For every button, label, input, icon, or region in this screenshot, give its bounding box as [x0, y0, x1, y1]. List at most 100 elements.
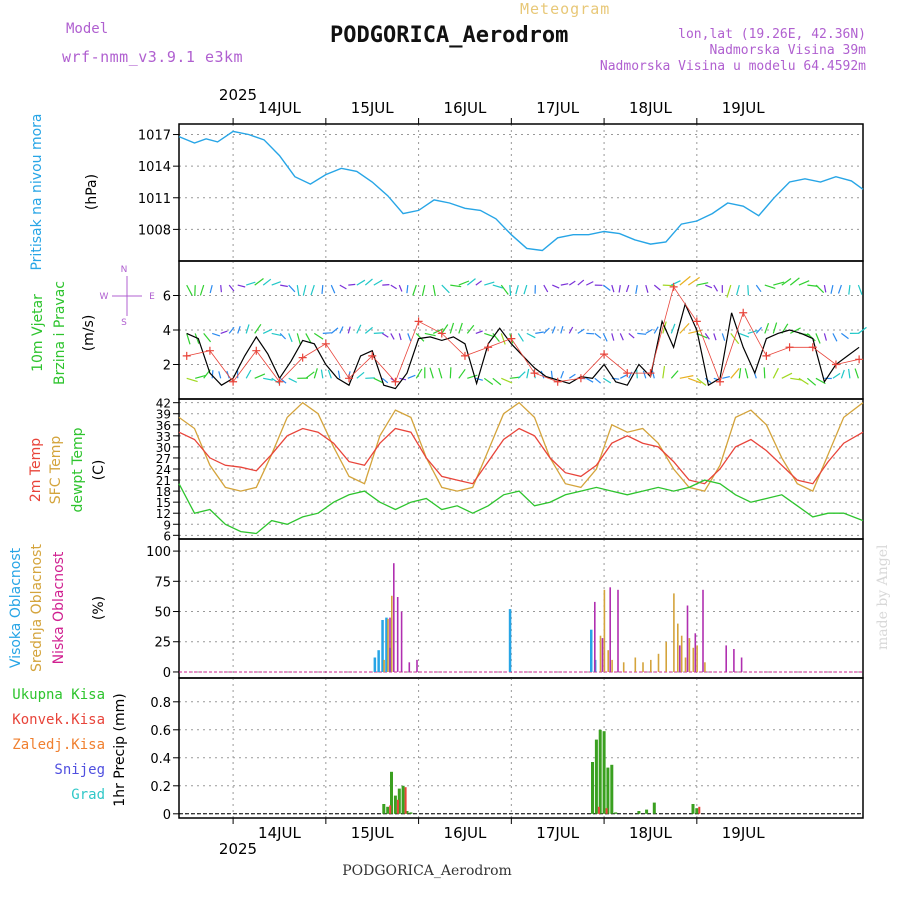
wind-arrow [739, 332, 750, 338]
wind-arrow [364, 278, 373, 286]
wind-arrow [645, 284, 649, 293]
wind-arrow [671, 280, 681, 286]
wind-arrow [492, 333, 500, 342]
wind-arrow [313, 368, 318, 379]
cloud-bar-niska-oblacnost [396, 597, 399, 672]
wind-gust-marker [716, 377, 725, 386]
wind-arrow [586, 281, 594, 286]
cloud-bar-niska-oblacnost [400, 611, 403, 672]
wind-arrow [832, 372, 841, 379]
wind-arrow [467, 374, 478, 379]
wind-arrow [466, 324, 475, 334]
wind-arrow [348, 283, 356, 286]
wind-gust-marker [321, 339, 330, 348]
wind-arrow [815, 377, 826, 385]
cloud-bar-srednja-oblacnost [391, 595, 393, 672]
pressure-unit: (hPa) [84, 174, 100, 210]
wind-gust-marker [623, 369, 632, 378]
precip-bar-total [386, 806, 390, 814]
cloud-bar-srednja-oblacnost [650, 659, 652, 672]
wind-arrow [347, 326, 351, 334]
cloud-bar-srednja-oblacnost [387, 618, 389, 672]
y-tick-label: 39 [156, 408, 171, 422]
wind-arrow [704, 377, 712, 384]
station-title: PODGORICA_Aerodrom [330, 23, 568, 48]
wind-arrow [271, 377, 281, 385]
elevation-label: Nadmorska Visina 39m [709, 43, 866, 58]
cloud-bar-srednja-oblacnost [657, 653, 660, 672]
wind-arrow [837, 284, 842, 294]
wind-arrow [832, 333, 838, 342]
y-tick-label: 0.4 [150, 752, 171, 767]
y-tick-label: 50 [154, 606, 171, 621]
precip-bar-total [382, 804, 386, 814]
wind-arrow [781, 372, 793, 379]
panel-frame [178, 677, 864, 819]
wind-arrow [339, 326, 344, 334]
wind-gust-marker [739, 308, 748, 317]
wind-arrow [450, 284, 462, 288]
wind-gust-marker [831, 360, 840, 369]
day-label-top: 14JUL [258, 99, 301, 117]
cloud-bar-niska-oblacnost [740, 657, 743, 672]
wind-arrow [500, 333, 506, 345]
wind-arrow [475, 280, 482, 286]
temp-unit: (C) [91, 460, 107, 481]
wind-arrow [577, 279, 585, 286]
wind-gust-marker [576, 374, 585, 383]
precip-unit: 1hr Precip (mm) [112, 693, 128, 806]
wind-arrow [635, 284, 638, 294]
wind-arrow [848, 368, 851, 379]
wind-arrow [807, 377, 817, 386]
wind-arrow [586, 377, 594, 383]
wind-arrow [688, 329, 702, 334]
y-tick-label: 33 [156, 430, 171, 444]
wind-arrow [764, 322, 770, 334]
wind-arrow [321, 285, 324, 294]
wind-gust-line [186, 285, 860, 383]
wind-arrow [449, 322, 455, 334]
precip-bar-total [591, 762, 594, 814]
temp-ylabel-sfc: SFC Temp [48, 436, 64, 505]
wind-gust-marker [368, 351, 377, 360]
day-label-bottom: 14JUL [258, 824, 301, 842]
wind-arrow [356, 279, 366, 286]
wind-arrow [237, 326, 241, 334]
y-tick-label: 30 [156, 441, 171, 455]
wind-arrow [688, 377, 702, 384]
wind-arrow [611, 284, 615, 293]
wind-arrow [602, 333, 608, 342]
wind-arrow [515, 284, 519, 295]
wind-arrow [628, 332, 635, 339]
wind-arrow [245, 369, 252, 379]
wind-arrow [790, 327, 801, 334]
wind-arrow [254, 278, 264, 286]
wind-arrow [789, 277, 800, 286]
wind-arrow [195, 374, 206, 379]
wind-arrow [429, 367, 434, 379]
wind-arrow [763, 367, 766, 379]
wind-arrow [356, 324, 362, 334]
wind-arrow [551, 326, 556, 334]
precip-legend-hail: Grad [71, 787, 105, 803]
y-tick-label: 6 [163, 529, 171, 543]
precip-bar-total [695, 808, 699, 814]
credit-watermark: made by Angel [875, 544, 891, 650]
compass-west: W [100, 292, 109, 302]
wind-arrow [823, 284, 827, 293]
wind-arrow [212, 332, 221, 337]
precip-bar-total [409, 812, 413, 814]
wind-arrow [302, 284, 307, 296]
wind-arrow [594, 377, 602, 384]
y-tick-label: 0.6 [150, 724, 171, 739]
precip-bar-total [610, 764, 614, 814]
cloud-bar-srednja-oblacnost [692, 647, 695, 672]
day-label-bottom: 16JUL [444, 824, 487, 842]
wind-arrow [543, 327, 550, 334]
y-tick-label: 15 [156, 496, 171, 510]
wind-arrow [755, 284, 762, 293]
wind-arrow [406, 285, 409, 294]
wind-arrow [501, 377, 513, 384]
cloud-bar-visoka-oblacnost [590, 629, 593, 672]
wind-arrow [288, 284, 296, 293]
